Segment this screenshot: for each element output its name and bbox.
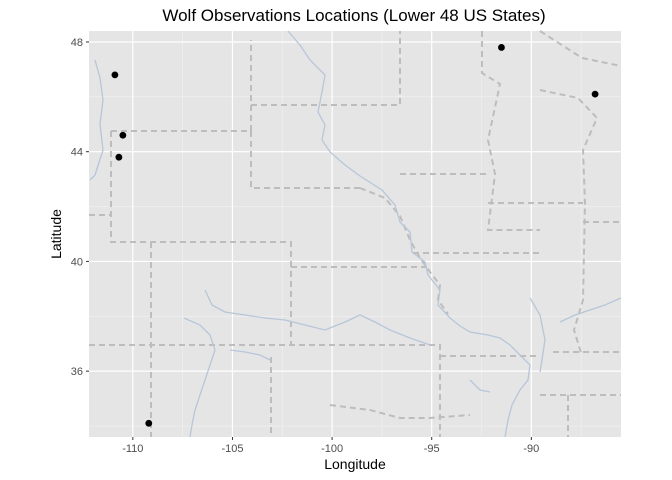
state-border bbox=[89, 344, 441, 437]
wolf-observation-point bbox=[498, 44, 505, 51]
grid-minor bbox=[89, 31, 621, 437]
x-axis-title: Longitude bbox=[324, 456, 386, 472]
plot-panel bbox=[89, 31, 621, 437]
chart-title: Wolf Observations Locations (Lower 48 US… bbox=[162, 6, 545, 25]
state-border bbox=[481, 31, 540, 231]
data-points bbox=[111, 44, 599, 427]
x-tick-label: -100 bbox=[321, 443, 343, 455]
x-tick-label: -90 bbox=[523, 443, 539, 455]
y-tick-label: 36 bbox=[71, 366, 83, 378]
river bbox=[229, 349, 271, 361]
river bbox=[287, 30, 531, 438]
river bbox=[559, 297, 622, 323]
x-tick-label: -105 bbox=[221, 443, 243, 455]
grid-major bbox=[89, 31, 621, 437]
wolf-observation-point bbox=[115, 153, 123, 161]
state-borders bbox=[89, 30, 622, 437]
x-tick-label: -110 bbox=[122, 443, 143, 455]
wolf-observation-point bbox=[145, 419, 153, 427]
state-border bbox=[539, 89, 599, 357]
y-axis-title: Latitude bbox=[48, 209, 64, 259]
river bbox=[469, 379, 491, 393]
y-axis-ticks: 36 40 44 48 bbox=[71, 37, 89, 378]
x-tick-label: -95 bbox=[424, 443, 440, 455]
river bbox=[529, 297, 546, 373]
x-axis-ticks: -110 -105 -100 -95 -90 bbox=[122, 437, 539, 455]
state-border bbox=[110, 131, 292, 345]
state-border bbox=[329, 404, 471, 419]
state-border bbox=[359, 187, 449, 315]
y-tick-label: 40 bbox=[71, 256, 83, 268]
wolf-observation-point bbox=[111, 71, 119, 79]
y-tick-label: 44 bbox=[71, 147, 83, 159]
wolf-observation-point bbox=[591, 90, 599, 98]
y-tick-label: 48 bbox=[71, 37, 83, 49]
rivers bbox=[89, 30, 622, 438]
wolf-observation-point bbox=[119, 131, 127, 139]
river bbox=[183, 317, 216, 438]
river bbox=[204, 289, 431, 346]
river bbox=[89, 59, 104, 181]
